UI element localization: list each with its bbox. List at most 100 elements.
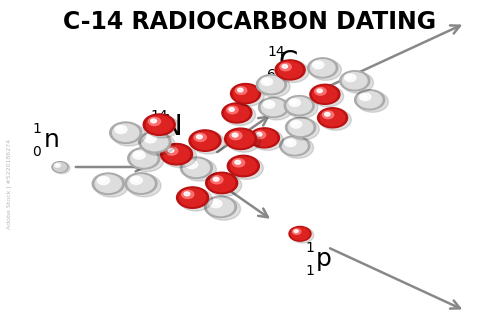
Circle shape	[317, 89, 322, 93]
Circle shape	[250, 128, 280, 148]
Circle shape	[163, 145, 196, 168]
Circle shape	[128, 174, 161, 197]
Circle shape	[312, 86, 337, 103]
Circle shape	[229, 108, 234, 111]
Circle shape	[211, 176, 223, 184]
Circle shape	[259, 76, 283, 93]
Circle shape	[312, 86, 344, 107]
Text: 1: 1	[305, 241, 314, 255]
Circle shape	[252, 129, 283, 150]
Circle shape	[318, 108, 348, 128]
Text: Adobe Stock | #5220186274: Adobe Stock | #5220186274	[6, 139, 12, 229]
Text: 14: 14	[150, 109, 168, 123]
Circle shape	[208, 198, 234, 216]
Circle shape	[184, 192, 190, 196]
Circle shape	[292, 229, 301, 234]
Circle shape	[278, 62, 302, 78]
Circle shape	[128, 148, 160, 169]
Circle shape	[146, 116, 172, 133]
Circle shape	[143, 114, 175, 135]
Circle shape	[112, 124, 139, 142]
Circle shape	[192, 132, 225, 154]
Circle shape	[292, 100, 296, 104]
Circle shape	[236, 87, 247, 95]
Circle shape	[310, 60, 335, 76]
Circle shape	[234, 86, 258, 102]
Circle shape	[224, 105, 256, 126]
Circle shape	[222, 103, 252, 123]
Circle shape	[54, 163, 60, 167]
Circle shape	[179, 188, 212, 211]
Circle shape	[142, 133, 175, 155]
Circle shape	[100, 178, 105, 182]
Circle shape	[146, 136, 152, 140]
Circle shape	[290, 121, 302, 128]
Circle shape	[132, 178, 138, 182]
Circle shape	[314, 88, 326, 95]
Circle shape	[256, 133, 262, 136]
Circle shape	[224, 128, 256, 150]
Circle shape	[227, 130, 260, 152]
Circle shape	[194, 133, 206, 142]
Circle shape	[130, 176, 142, 184]
Circle shape	[261, 78, 272, 86]
Circle shape	[208, 174, 242, 196]
Circle shape	[284, 139, 296, 147]
Circle shape	[166, 147, 178, 155]
Text: p: p	[316, 247, 332, 271]
Circle shape	[148, 117, 160, 126]
Circle shape	[98, 176, 110, 185]
Circle shape	[347, 75, 352, 79]
Circle shape	[206, 172, 238, 194]
Circle shape	[230, 132, 242, 140]
Circle shape	[342, 72, 367, 89]
Circle shape	[95, 175, 122, 192]
Circle shape	[136, 153, 141, 157]
Circle shape	[146, 116, 179, 138]
Circle shape	[238, 88, 243, 92]
Circle shape	[252, 130, 277, 146]
Circle shape	[280, 136, 310, 156]
Circle shape	[324, 113, 330, 116]
Circle shape	[280, 63, 291, 71]
Circle shape	[56, 164, 58, 166]
Circle shape	[94, 175, 128, 197]
Circle shape	[362, 95, 367, 98]
Text: 6: 6	[268, 68, 276, 82]
Circle shape	[286, 97, 318, 118]
Circle shape	[130, 149, 164, 172]
Circle shape	[258, 76, 290, 97]
Circle shape	[224, 105, 249, 121]
Circle shape	[294, 230, 298, 232]
Circle shape	[130, 150, 157, 167]
Circle shape	[290, 227, 314, 243]
Circle shape	[342, 72, 374, 93]
Circle shape	[261, 99, 292, 120]
Circle shape	[196, 135, 202, 139]
Text: 7: 7	[150, 132, 159, 146]
Circle shape	[282, 138, 307, 154]
Text: 1: 1	[32, 122, 42, 136]
Text: 1: 1	[305, 264, 314, 278]
Circle shape	[308, 58, 338, 78]
Text: C-14 RADIOCARBON DATING: C-14 RADIOCARBON DATING	[64, 10, 436, 34]
Circle shape	[358, 92, 382, 108]
Circle shape	[286, 117, 316, 137]
Circle shape	[184, 159, 210, 177]
Circle shape	[344, 74, 356, 81]
Circle shape	[292, 122, 298, 126]
Circle shape	[254, 131, 266, 139]
Circle shape	[233, 85, 264, 106]
Circle shape	[287, 98, 312, 114]
Circle shape	[52, 162, 68, 172]
Circle shape	[180, 157, 212, 178]
Circle shape	[228, 155, 260, 177]
Circle shape	[226, 106, 238, 114]
Text: 14: 14	[268, 45, 285, 59]
Circle shape	[92, 173, 124, 194]
Circle shape	[264, 101, 274, 108]
Circle shape	[115, 126, 127, 134]
Circle shape	[354, 90, 384, 110]
Circle shape	[232, 133, 238, 137]
Circle shape	[168, 149, 174, 152]
